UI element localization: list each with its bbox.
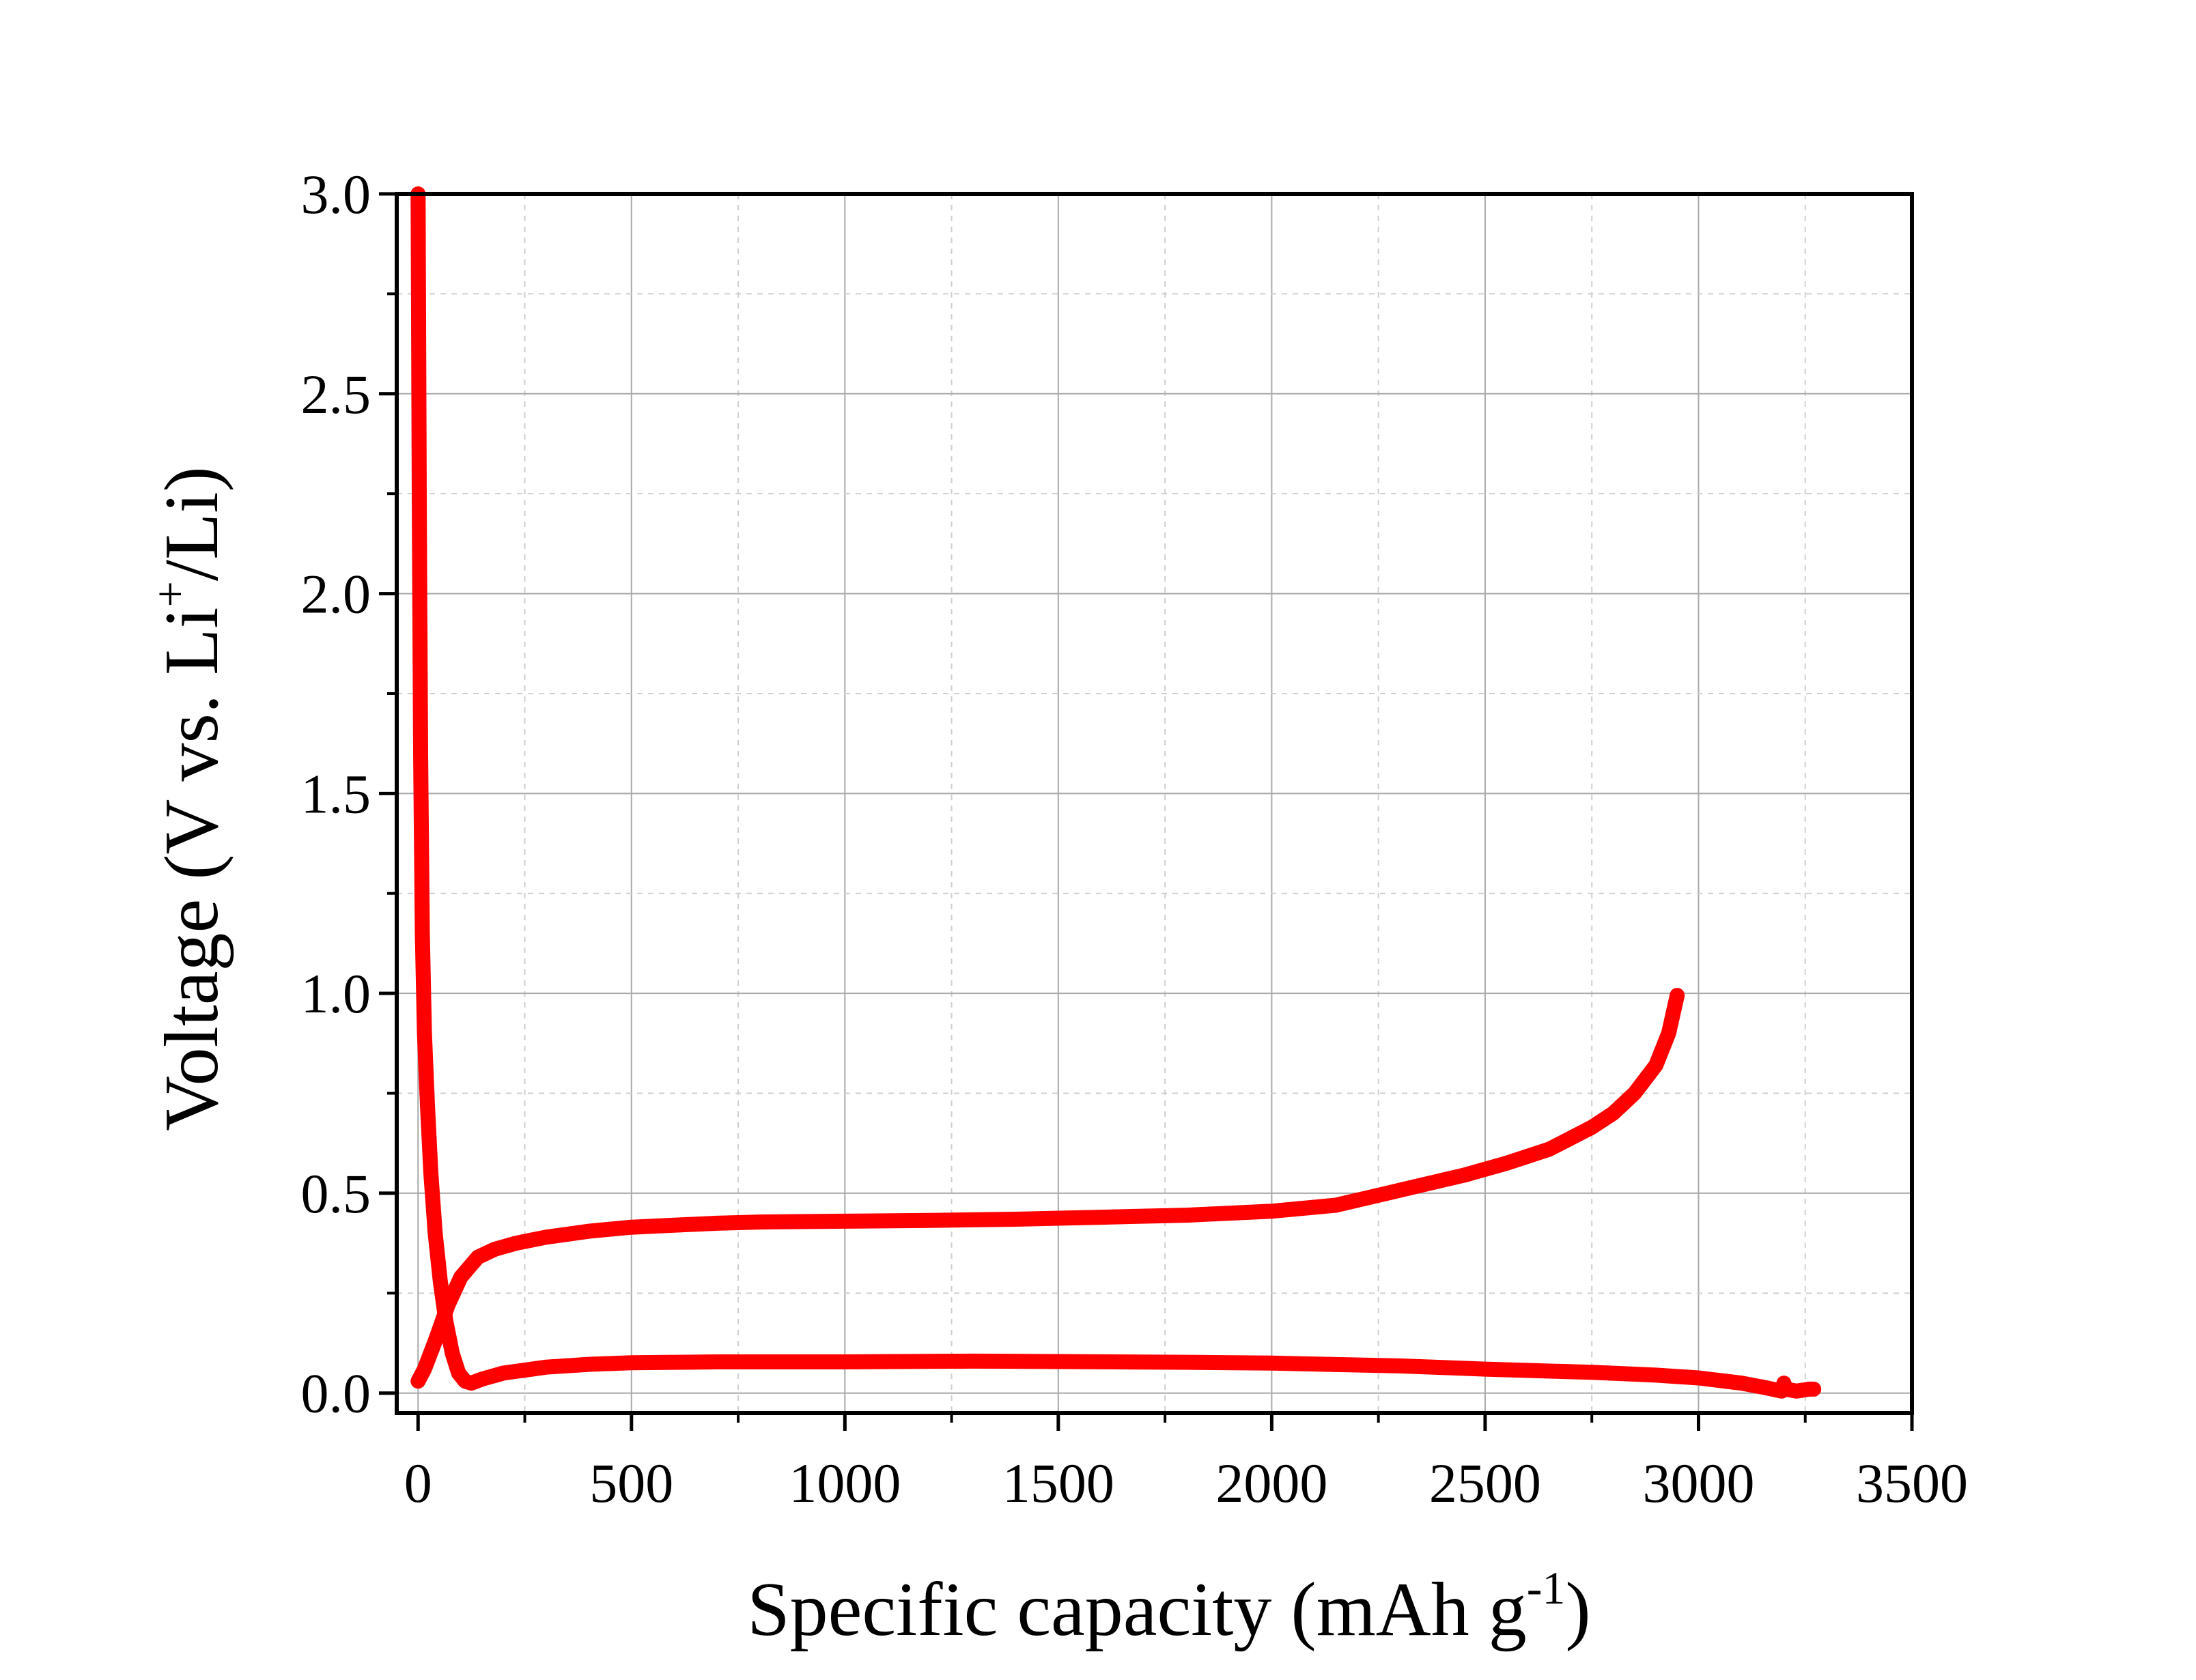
data-series <box>410 186 1822 1399</box>
y-tick-label: 0.0 <box>301 1363 371 1425</box>
y-tick-label: 1.5 <box>301 763 371 825</box>
y-tick-label: 1.0 <box>301 963 371 1025</box>
y-tick-label: 2.0 <box>301 563 371 625</box>
axis-ticks <box>379 192 1914 1431</box>
x-tick-label: 3500 <box>1856 1452 1968 1514</box>
y-tick-label: 0.5 <box>301 1163 371 1225</box>
x-tick-label: 2500 <box>1429 1452 1541 1514</box>
y-tick-label: 2.5 <box>301 363 371 425</box>
x-tick-label: 0 <box>404 1452 432 1514</box>
x-axis-title: Specific capacity (mAh g-1) <box>747 1562 1590 1652</box>
x-tick-label: 500 <box>589 1452 673 1514</box>
x-tick-label: 1500 <box>1002 1452 1114 1514</box>
x-tick-label: 1000 <box>789 1452 901 1514</box>
x-tick-label: 2000 <box>1215 1452 1327 1514</box>
x-tick-label: 3000 <box>1642 1452 1754 1514</box>
y-tick-labels: 0.0 0.5 1.0 1.5 2.0 2.5 3.0 <box>301 163 371 1425</box>
y-axis-title: Voltage (V vs. Li+/Li) <box>144 466 234 1131</box>
x-tick-labels: 0 500 1000 1500 2000 2500 3000 3500 <box>404 1452 1968 1514</box>
y-tick-label: 3.0 <box>301 163 371 225</box>
discharge-curve <box>410 186 1822 1399</box>
charge-curve <box>410 988 1685 1389</box>
plot-frame <box>395 192 1914 1415</box>
